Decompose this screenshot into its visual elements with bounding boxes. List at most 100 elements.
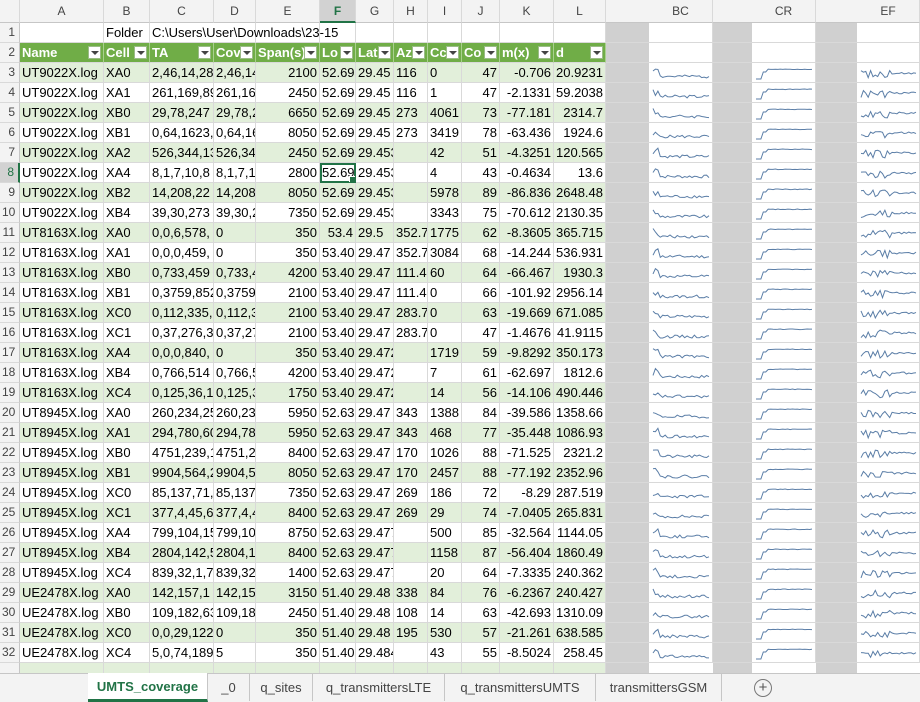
table-cell[interactable] — [394, 143, 428, 163]
table-cell[interactable] — [394, 23, 428, 43]
table-cell[interactable]: 490.446 — [554, 383, 606, 403]
table-cell[interactable]: UT9022X.log — [20, 83, 104, 103]
table-cell[interactable]: 352.7 — [394, 243, 428, 263]
table-cell[interactable]: 8,1,7,1 — [214, 163, 256, 183]
table-cell[interactable]: XB0 — [104, 603, 150, 623]
table-cell[interactable]: 273 — [394, 103, 428, 123]
table-cell[interactable]: 52.69 — [320, 143, 356, 163]
table-cell[interactable]: 52.69 — [320, 163, 356, 183]
row-header-5[interactable]: 5 — [0, 103, 20, 123]
table-cell[interactable]: 0,766,514 — [150, 363, 214, 383]
sparkline-cell[interactable] — [752, 443, 816, 463]
table-cell[interactable]: 53.40 — [320, 283, 356, 303]
table-cell[interactable]: 4 — [428, 163, 462, 183]
table-cell[interactable]: 7 — [428, 363, 462, 383]
row-header-27[interactable]: 27 — [0, 543, 20, 563]
table-cell[interactable]: XC4 — [104, 643, 150, 663]
sparkline-cell[interactable] — [649, 563, 713, 583]
table-cell[interactable]: XA4 — [104, 163, 150, 183]
table-cell[interactable]: 5950 — [256, 403, 320, 423]
table-cell[interactable]: 109,182,63 — [150, 603, 214, 623]
table-header-cell[interactable]: Cc — [428, 43, 462, 63]
table-cell[interactable]: -8.3605 — [500, 223, 554, 243]
table-cell[interactable]: 0,0,29,122 — [150, 623, 214, 643]
sparkline-cell[interactable] — [857, 323, 920, 343]
table-cell[interactable]: 195 — [394, 623, 428, 643]
table-cell[interactable]: 41.9115 — [554, 323, 606, 343]
table-cell[interactable]: 52.63 — [320, 403, 356, 423]
row-header-14[interactable]: 14 — [0, 283, 20, 303]
table-header-cell[interactable]: Cov — [214, 43, 256, 63]
filter-dropdown-icon[interactable] — [340, 46, 353, 59]
table-cell[interactable]: 52.63 — [320, 563, 356, 583]
table-cell[interactable]: 85 — [462, 523, 500, 543]
row-header-10[interactable]: 10 — [0, 203, 20, 223]
table-cell[interactable]: 29.45 — [356, 123, 394, 143]
table-cell[interactable]: 63 — [462, 303, 500, 323]
table-cell[interactable]: 29.48 — [356, 583, 394, 603]
table-cell[interactable]: 52.63 — [320, 443, 356, 463]
table-cell[interactable] — [500, 23, 554, 43]
sparkline-cell[interactable] — [649, 643, 713, 663]
table-cell[interactable]: 88 — [462, 463, 500, 483]
table-cell[interactable]: 1310.09 — [554, 603, 606, 623]
table-cell[interactable]: 3343 — [428, 203, 462, 223]
table-cell[interactable]: -9.8292 — [500, 343, 554, 363]
table-cell[interactable]: 0,125,36,1 — [150, 383, 214, 403]
table-cell[interactable]: 142,15 — [214, 583, 256, 603]
add-sheet-icon[interactable]: + — [754, 679, 772, 697]
row-header-partial[interactable] — [0, 663, 20, 673]
table-cell[interactable]: 0 — [428, 323, 462, 343]
column-header-g[interactable]: G — [356, 0, 394, 23]
sparkline-cell[interactable] — [752, 423, 816, 443]
tab-scroll-area[interactable] — [0, 674, 88, 701]
table-cell[interactable]: 29.45308 — [356, 163, 394, 183]
table-cell[interactable]: 51.40 — [320, 583, 356, 603]
table-cell[interactable]: 671.085 — [554, 303, 606, 323]
table-cell[interactable]: 29.45308 — [356, 183, 394, 203]
table-cell[interactable]: 269 — [394, 503, 428, 523]
table-cell[interactable]: -101.92 — [500, 283, 554, 303]
table-cell[interactable]: 87 — [462, 543, 500, 563]
row-header-11[interactable]: 11 — [0, 223, 20, 243]
table-cell[interactable]: 8400 — [256, 443, 320, 463]
column-header-i[interactable]: I — [428, 0, 462, 23]
table-cell[interactable]: 4751,239,1 — [150, 443, 214, 463]
sparkline-cell[interactable] — [649, 43, 713, 63]
table-cell[interactable]: -14.244 — [500, 243, 554, 263]
table-cell[interactable]: UT8163X.log — [20, 243, 104, 263]
table-cell[interactable]: 53.40 — [320, 243, 356, 263]
table-cell[interactable]: 350 — [256, 223, 320, 243]
table-cell[interactable]: 1930.3 — [554, 263, 606, 283]
row-header-32[interactable]: 32 — [0, 643, 20, 663]
row-header-25[interactable]: 25 — [0, 503, 20, 523]
sparkline-cell[interactable] — [752, 183, 816, 203]
table-cell[interactable]: 4751,2 — [214, 443, 256, 463]
table-cell[interactable]: XB4 — [104, 543, 150, 563]
table-cell[interactable]: 261,169,89 — [150, 83, 214, 103]
table-cell[interactable]: 75 — [462, 203, 500, 223]
table-cell[interactable]: XC0 — [104, 303, 150, 323]
table-cell[interactable]: UT8163X.log — [20, 343, 104, 363]
table-cell[interactable]: UE2478X.log — [20, 583, 104, 603]
table-cell[interactable]: 62 — [462, 223, 500, 243]
sparkline-cell[interactable] — [857, 643, 920, 663]
sparkline-cell[interactable] — [649, 363, 713, 383]
sparkline-cell[interactable] — [752, 103, 816, 123]
table-cell[interactable]: 64 — [462, 563, 500, 583]
table-cell[interactable]: 8050 — [256, 123, 320, 143]
row-header-26[interactable]: 26 — [0, 523, 20, 543]
table-cell[interactable]: 261,16 — [214, 83, 256, 103]
table-cell[interactable]: 52.63 — [320, 463, 356, 483]
table-cell[interactable]: 0 — [428, 283, 462, 303]
table-cell[interactable]: 5 — [214, 643, 256, 663]
table-cell[interactable]: 52.69 — [320, 203, 356, 223]
table-cell[interactable]: XB0 — [104, 263, 150, 283]
table-cell[interactable]: 74 — [462, 503, 500, 523]
sparkline-cell[interactable] — [752, 283, 816, 303]
table-cell[interactable]: 56 — [462, 383, 500, 403]
sparkline-cell[interactable] — [857, 343, 920, 363]
table-cell[interactable]: 377,4,45,6 — [150, 503, 214, 523]
table-cell[interactable]: 526,34 — [214, 143, 256, 163]
table-cell[interactable]: 9904,564,2 — [150, 463, 214, 483]
